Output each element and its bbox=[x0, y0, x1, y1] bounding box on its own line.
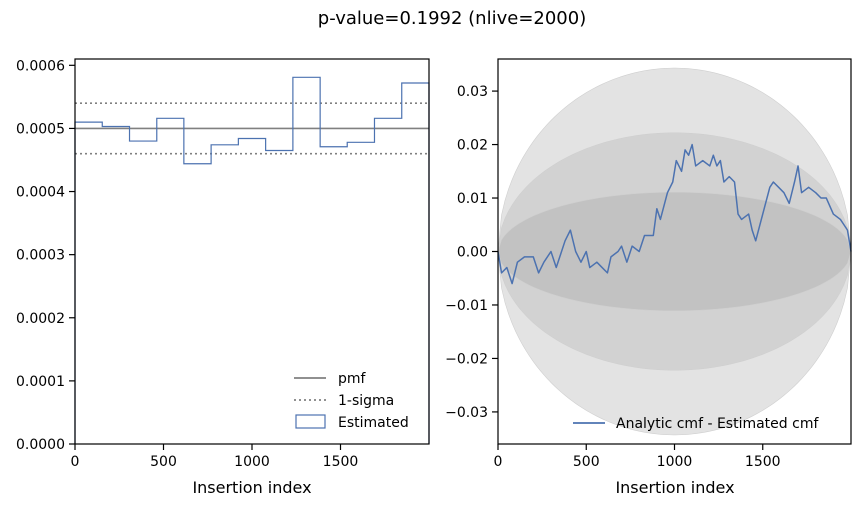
y-tick-label: −0.02 bbox=[445, 351, 488, 367]
y-tick-label: −0.01 bbox=[445, 298, 488, 314]
x-tick-label: 500 bbox=[573, 454, 600, 470]
y-tick-label: 0.0003 bbox=[16, 248, 65, 264]
legend-pmf-label: pmf bbox=[338, 371, 367, 387]
left-chart: 0 500 1000 1500 0.00000.00010.00020.00030.0… bbox=[16, 58, 430, 497]
y-tick-label: −0.03 bbox=[445, 405, 488, 421]
y-tick-label: 0.0004 bbox=[16, 185, 65, 201]
y-axis-ticks: 0.0000 0.0001 0.0002 0.0003 0.0004 0.0005 0.00… bbox=[16, 58, 75, 453]
left-x-axis-label: Insertion index bbox=[192, 478, 311, 497]
y-tick-label: 0.0002 bbox=[16, 311, 65, 327]
y-tick-label: 0.03 bbox=[457, 84, 488, 100]
x-tick-label: 1000 bbox=[657, 454, 693, 470]
y-tick-label: 0.00 bbox=[457, 245, 488, 261]
x-tick-label: 1000 bbox=[234, 454, 270, 470]
legend-cmf-label: Analytic cmf - Estimated cmf bbox=[616, 416, 819, 432]
left-plot-frame bbox=[74, 58, 430, 445]
y-tick-label: 0.01 bbox=[457, 191, 488, 207]
cmf-difference-line bbox=[497, 143, 852, 285]
y-tick-label: 0.0005 bbox=[16, 121, 65, 137]
y-tick-label: 0.0001 bbox=[16, 374, 65, 390]
right-chart: 0 500 1000 1500 −0.03 −0.02 −0.01 0.00 0.01 0.02… bbox=[445, 58, 852, 497]
x-tick-label: 1500 bbox=[745, 454, 781, 470]
y-tick-label: 0.02 bbox=[457, 138, 488, 154]
x-tick-label: 500 bbox=[150, 454, 177, 470]
x-tick-label: 0 bbox=[71, 454, 80, 470]
x-axis-ticks: 0 500 1000 1500 bbox=[494, 444, 781, 470]
x-tick-label: 0 bbox=[494, 454, 503, 470]
y-tick-label: 0.0000 bbox=[16, 437, 65, 453]
y-tick-label: 0.0006 bbox=[16, 58, 65, 74]
legend-estimated-label: Estimated bbox=[338, 415, 409, 431]
right-x-axis-label: Insertion index bbox=[615, 478, 734, 497]
figure-title: p-value=0.1992 (nlive=2000) bbox=[318, 8, 586, 29]
x-tick-label: 1500 bbox=[323, 454, 359, 470]
y-axis-ticks: −0.03 −0.02 −0.01 0.00 0.01 0.02 0.03 bbox=[445, 84, 498, 421]
left-legend: pmf 1-sigma Estimated bbox=[294, 371, 409, 431]
x-axis-ticks: 0 500 1000 1500 bbox=[71, 444, 359, 470]
legend-1-sigma-label: 1-sigma bbox=[338, 393, 394, 409]
estimated-histogram-step bbox=[74, 76, 430, 444]
reference-lines bbox=[75, 102, 429, 155]
legend-estimated-swatch bbox=[295, 414, 326, 429]
right-legend: Analytic cmf - Estimated cmf bbox=[573, 416, 819, 432]
